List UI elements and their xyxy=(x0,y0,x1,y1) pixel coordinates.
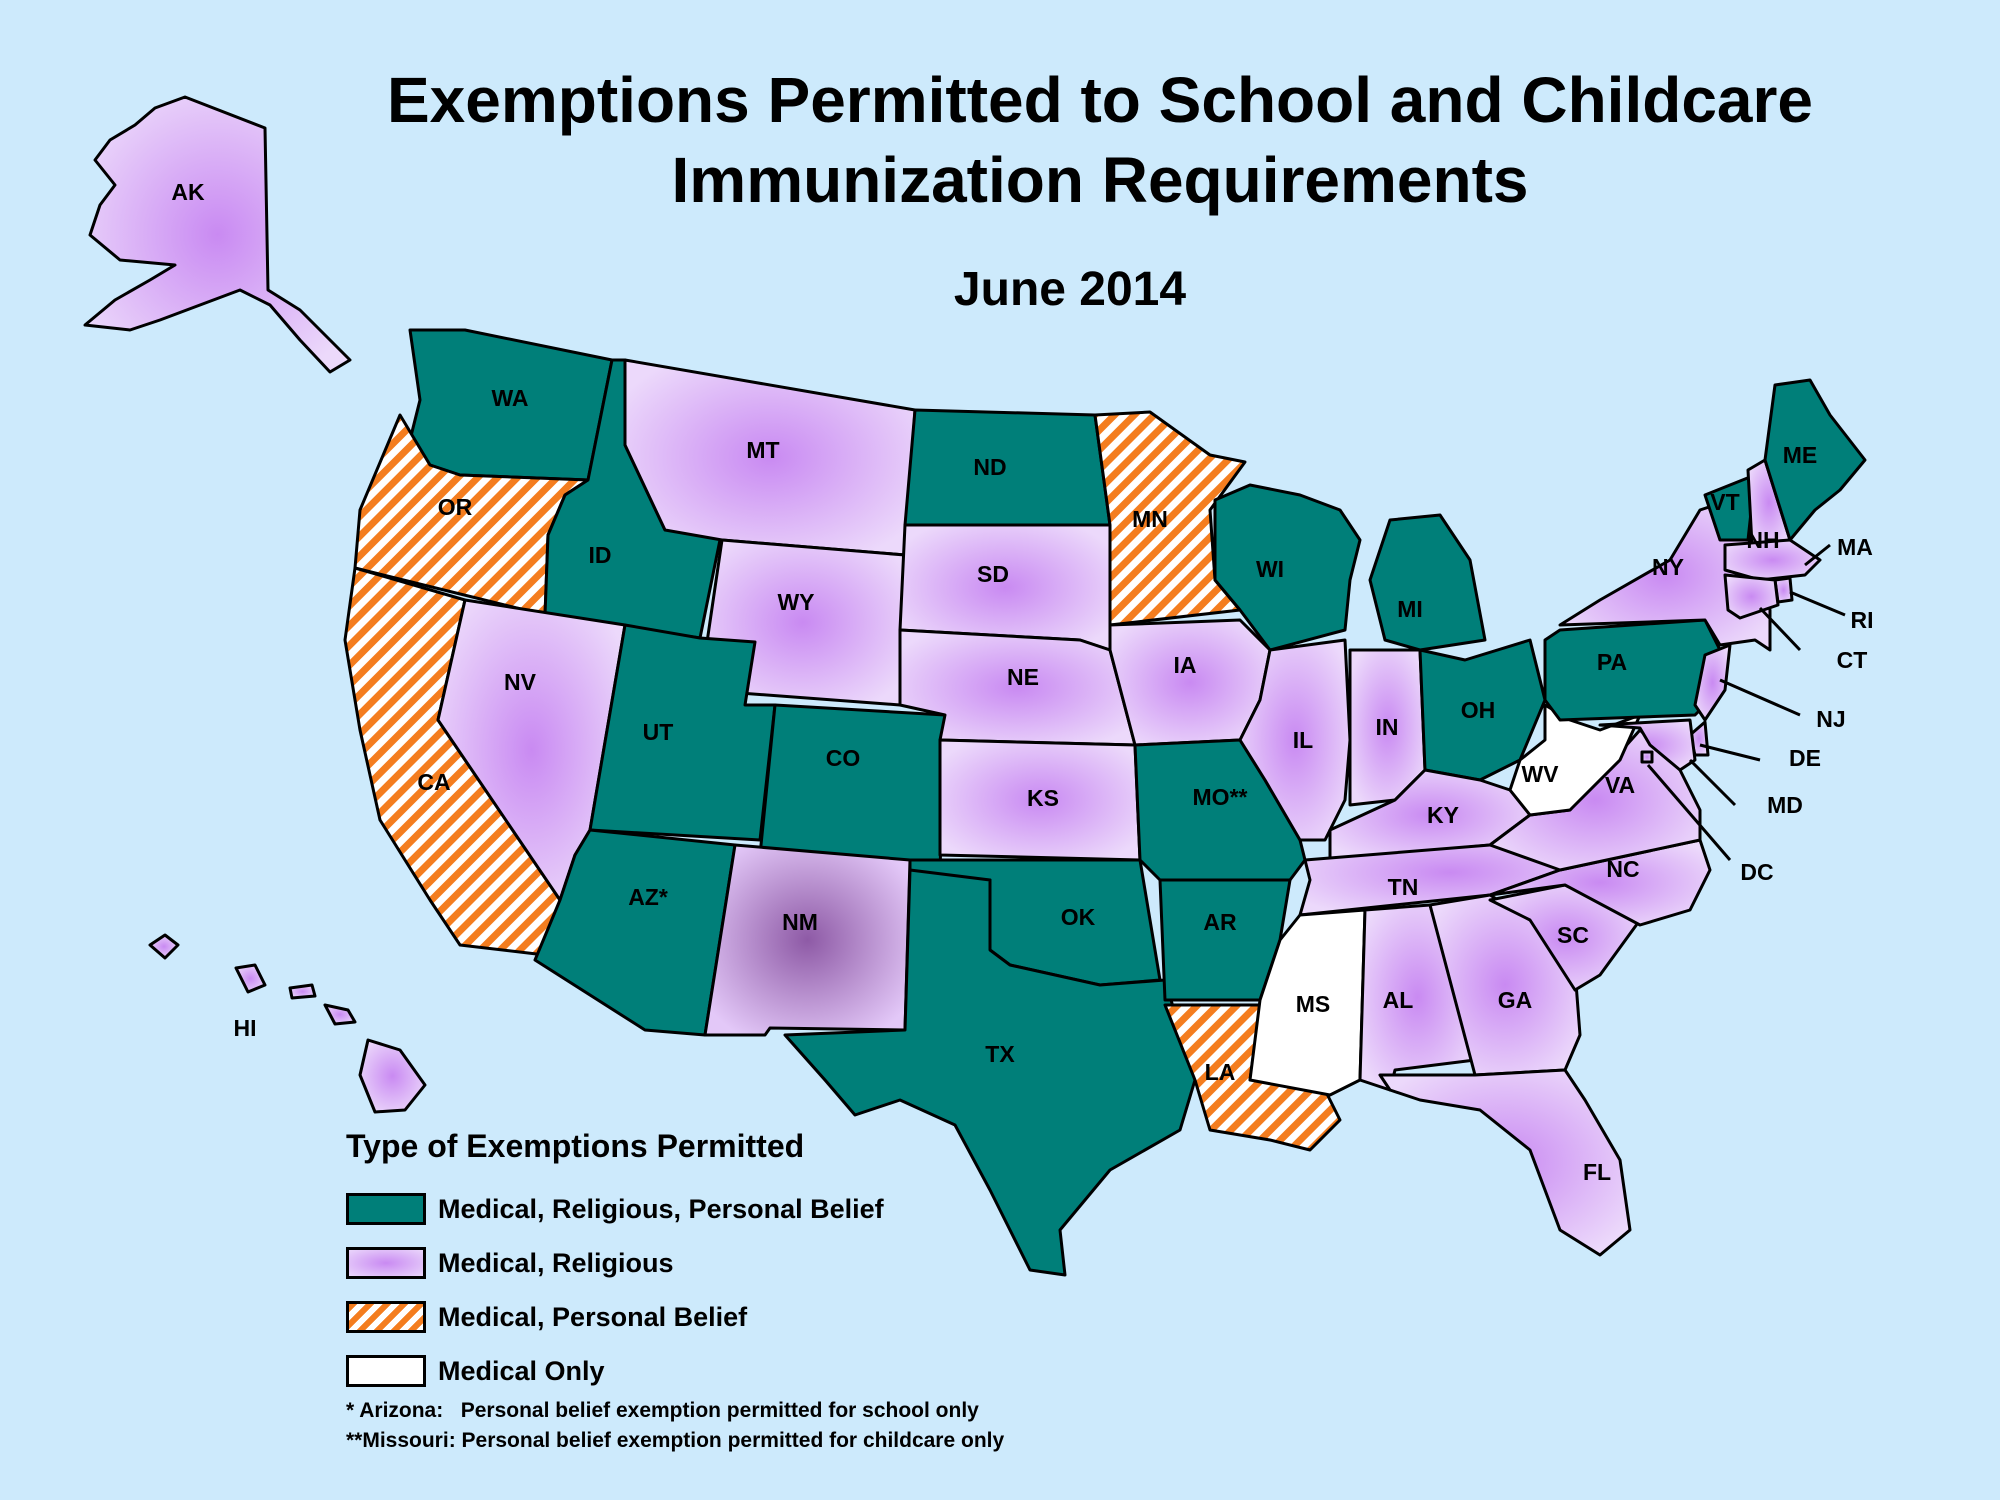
state-vt xyxy=(1703,473,1757,542)
state-label-fl: FL xyxy=(1583,1159,1611,1185)
legend-label: Medical Only xyxy=(438,1355,605,1386)
state-label-mi: MI xyxy=(1397,596,1423,622)
state-hi xyxy=(148,933,180,960)
state-label-md: MD xyxy=(1767,792,1803,818)
state-label-nd: ND xyxy=(973,454,1006,480)
state-label-co: CO xyxy=(826,745,861,771)
state-label-la: LA xyxy=(1205,1059,1236,1085)
state-label-nc: NC xyxy=(1606,856,1639,882)
state-me xyxy=(1763,378,1867,542)
state-hi xyxy=(288,983,317,1000)
state-ct xyxy=(1723,573,1780,620)
state-hi xyxy=(358,1038,427,1114)
state-il xyxy=(1238,638,1352,842)
state-dc xyxy=(1640,750,1654,764)
legend-swatch-white xyxy=(346,1355,426,1387)
state-label-ok: OK xyxy=(1061,904,1096,930)
state-label-in: IN xyxy=(1376,714,1399,740)
state-label-va: VA xyxy=(1605,772,1635,798)
legend-item-medical-personal-belief: Medical, Personal Belief xyxy=(346,1291,884,1343)
state-label-ut: UT xyxy=(643,719,674,745)
state-ms xyxy=(1248,908,1367,1097)
state-label-al: AL xyxy=(1383,987,1414,1013)
state-label-ne: NE xyxy=(1007,664,1039,690)
state-label-id: ID xyxy=(589,542,612,568)
state-nd xyxy=(903,408,1112,527)
state-label-nh: NH xyxy=(1746,527,1779,553)
state-label-dc: DC xyxy=(1740,859,1773,885)
state-hi xyxy=(234,963,267,994)
state-wv xyxy=(1508,703,1642,817)
state-wi xyxy=(1213,483,1362,652)
state-label-ia: IA xyxy=(1174,652,1197,678)
state-co xyxy=(758,703,947,872)
state-label-me: ME xyxy=(1783,442,1818,468)
state-label-ny: NY xyxy=(1652,554,1684,580)
state-label-az: AZ* xyxy=(628,884,668,910)
state-ak xyxy=(83,95,352,374)
state-hi xyxy=(323,1003,357,1026)
state-label-de: DE xyxy=(1789,745,1821,771)
legend-item-medical-religious-personal-belief: Medical, Religious, Personal Belief xyxy=(346,1183,884,1235)
state-label-nm: NM xyxy=(782,909,818,935)
state-label-ky: KY xyxy=(1427,802,1459,828)
legend-item-medical-religious: Medical, Religious xyxy=(346,1237,884,1289)
state-mn xyxy=(1093,410,1247,627)
state-label-ma: MA xyxy=(1837,534,1873,560)
state-label-wa: WA xyxy=(491,385,528,411)
state-label-hi: HI xyxy=(234,1015,257,1041)
state-label-wv: WV xyxy=(1521,761,1559,787)
legend-label: Medical, Religious xyxy=(438,1247,674,1278)
legend-swatch-orange-striped xyxy=(346,1301,426,1333)
state-label-wi: WI xyxy=(1256,556,1284,582)
state-label-ga: GA xyxy=(1498,987,1533,1013)
state-label-ks: KS xyxy=(1027,785,1059,811)
state-label-ri: RI xyxy=(1851,607,1874,633)
legend-swatch-teal xyxy=(346,1193,426,1225)
state-label-tn: TN xyxy=(1388,874,1419,900)
state-fl xyxy=(1378,1068,1632,1257)
state-nj xyxy=(1693,643,1732,722)
state-label-sd: SD xyxy=(977,561,1009,587)
state-label-ms: MS xyxy=(1296,991,1331,1017)
state-label-sc: SC xyxy=(1557,922,1589,948)
state-md xyxy=(1598,718,1697,772)
state-label-nv: NV xyxy=(504,669,537,695)
state-label-mt: MT xyxy=(746,437,779,463)
state-label-ak: AK xyxy=(171,179,205,205)
state-label-il: IL xyxy=(1293,727,1313,753)
state-label-mo: MO** xyxy=(1193,784,1248,810)
state-label-ct: CT xyxy=(1837,647,1868,673)
state-mi xyxy=(1368,513,1487,652)
state-label-pa: PA xyxy=(1597,649,1627,675)
state-nm xyxy=(703,843,912,1037)
footnote-missouri: **Missouri: Personal belief exemption pe… xyxy=(346,1429,1005,1452)
legend-title: Type of Exemptions Permitted xyxy=(346,1128,805,1164)
state-ma xyxy=(1723,538,1822,582)
legend-label: Medical, Religious, Personal Belief xyxy=(438,1193,884,1224)
state-tx xyxy=(783,868,1197,1277)
state-label-ar: AR xyxy=(1203,909,1237,935)
map-date: June 2014 xyxy=(953,263,1187,316)
legend-item-medical-only: Medical Only xyxy=(346,1345,884,1397)
state-label-oh: OH xyxy=(1461,697,1496,723)
footnotes: * Arizona: Personal belief exemption per… xyxy=(346,1396,1004,1456)
map-title: Exemptions Permitted to School and Child… xyxy=(386,64,1814,216)
footnote-arizona: * Arizona: Personal belief exemption per… xyxy=(346,1399,979,1422)
legend: Type of Exemptions Permitted Medical, Re… xyxy=(346,1128,884,1399)
state-label-mn: MN xyxy=(1132,506,1168,532)
state-label-or: OR xyxy=(438,494,473,520)
state-label-tx: TX xyxy=(985,1041,1015,1067)
legend-label: Medical, Personal Belief xyxy=(438,1301,748,1332)
state-label-wy: WY xyxy=(777,589,814,615)
legend-swatch-purple xyxy=(346,1247,426,1279)
state-label-nj: NJ xyxy=(1816,706,1845,732)
state-label-ca: CA xyxy=(417,769,450,795)
state-label-vt: VT xyxy=(1710,489,1739,515)
